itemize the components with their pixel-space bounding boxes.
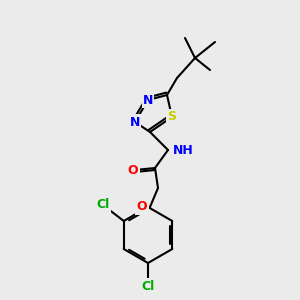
Text: Cl: Cl xyxy=(96,199,110,212)
Text: N: N xyxy=(143,94,153,106)
Text: N: N xyxy=(130,116,140,128)
Text: O: O xyxy=(128,164,138,176)
Text: S: S xyxy=(167,110,176,124)
Text: NH: NH xyxy=(173,143,194,157)
Text: Cl: Cl xyxy=(141,280,154,292)
Text: O: O xyxy=(137,200,147,214)
